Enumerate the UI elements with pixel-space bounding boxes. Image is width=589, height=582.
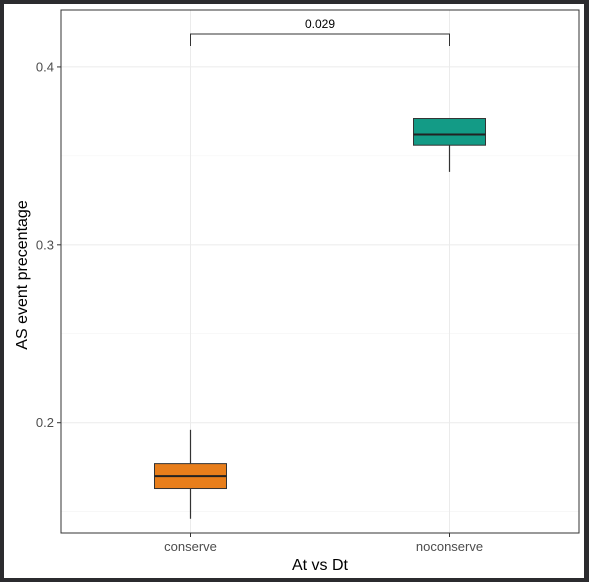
panel-border xyxy=(60,9,580,534)
box-noconserve xyxy=(413,118,486,146)
annotations-layer: 0.029 xyxy=(190,17,450,46)
significance-bracket xyxy=(190,33,450,46)
y-tick-label: 0.3 xyxy=(36,237,54,252)
y-axis-title: AS event precentage xyxy=(14,200,31,350)
y-tick-label: 0.2 xyxy=(36,415,54,430)
p-value-label: 0.029 xyxy=(305,17,335,31)
grid-lines xyxy=(61,10,579,533)
chart-frame: 0.029 0.2 0.3 0.4 conserve noconserve At vs … xyxy=(4,4,584,578)
x-tick-label: conserve xyxy=(164,539,217,554)
boxes-layer xyxy=(154,118,486,519)
y-tick-label: 0.4 xyxy=(36,59,54,74)
x-axis-title: At vs Dt xyxy=(292,557,349,574)
box-plot-chart: 0.029 0.2 0.3 0.4 conserve noconserve At vs … xyxy=(14,9,580,574)
axes-layer: 0.2 0.3 0.4 conserve noconserve xyxy=(36,59,483,554)
x-tick-label: noconserve xyxy=(416,539,483,554)
